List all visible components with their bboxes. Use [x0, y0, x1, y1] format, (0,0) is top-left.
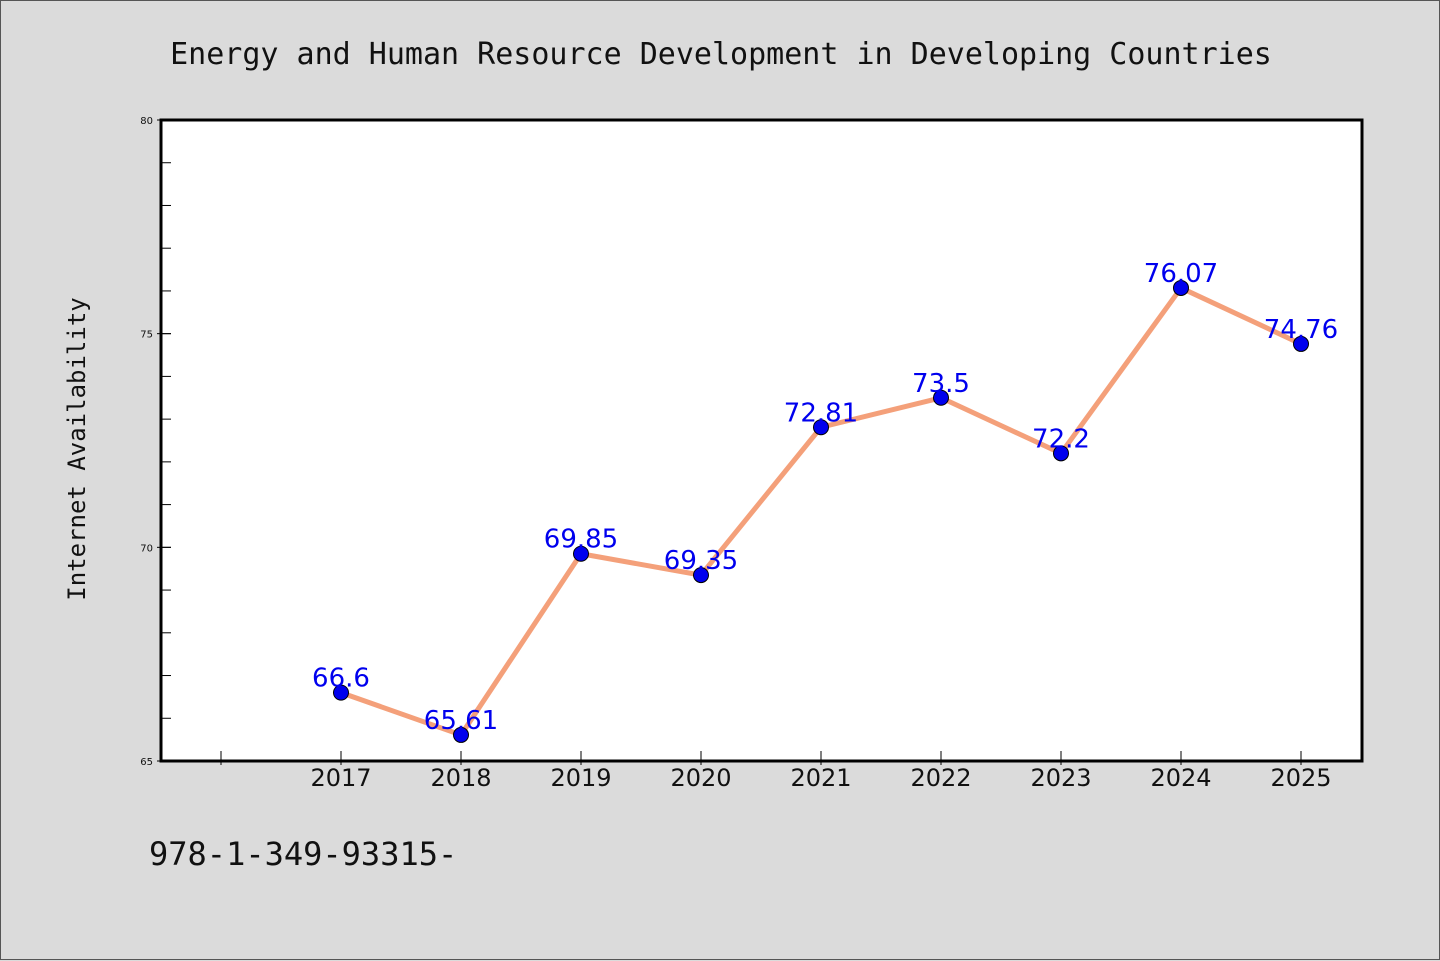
axes: 65 70 75 80 2017 2018 2019 2020 2021 2022 2023 2024…	[140, 116, 1331, 792]
x-tick-label: 2020	[670, 764, 731, 792]
data-point-marker	[333, 684, 349, 701]
x-tick-label: 2024	[1150, 764, 1211, 792]
data-point-marker	[813, 419, 829, 436]
chart-title: Energy and Human Resource Development in…	[170, 37, 1272, 72]
data-label: 73.5	[912, 369, 970, 399]
data-point-marker	[573, 545, 589, 562]
y-tick-label: 70	[140, 543, 153, 554]
x-tick-label: 2017	[310, 764, 371, 792]
x-tick-label: 2023	[1030, 764, 1091, 792]
data-point-marker	[1293, 335, 1309, 352]
y-tick-label: 80	[140, 116, 153, 127]
data-point-marker	[1053, 445, 1069, 462]
data-point-marker	[453, 726, 469, 743]
data-point-marker	[1173, 279, 1189, 296]
y-tick-label: 65	[140, 757, 153, 768]
plot-area	[159, 118, 1364, 763]
x-tick-label: 2025	[1270, 764, 1331, 792]
data-series	[333, 279, 1309, 743]
data-label: 74.76	[1264, 315, 1338, 345]
data-point-marker	[933, 389, 949, 406]
data-label: 66.6	[312, 664, 370, 694]
y-axis-label: Internet Availability	[63, 297, 91, 600]
x-tick-label: 2018	[430, 764, 491, 792]
data-label: 65.61	[424, 706, 498, 736]
data-label: 72.81	[784, 398, 858, 428]
footer-isbn-text: 978-1-349-93315-	[149, 835, 457, 873]
data-labels: 66.6 65.61 69.85 69.35 72.81 73.5 72.2 76.07 74.…	[312, 259, 1338, 736]
data-label: 69.35	[664, 546, 738, 576]
x-tick-label: 2022	[910, 764, 971, 792]
data-point-marker	[693, 567, 709, 584]
y-tick-label: 75	[140, 330, 153, 341]
data-label: 72.2	[1032, 424, 1090, 454]
data-label: 69.85	[544, 525, 618, 555]
data-label: 76.07	[1144, 259, 1218, 289]
x-tick-label: 2021	[790, 764, 851, 792]
x-tick-label: 2019	[550, 764, 611, 792]
